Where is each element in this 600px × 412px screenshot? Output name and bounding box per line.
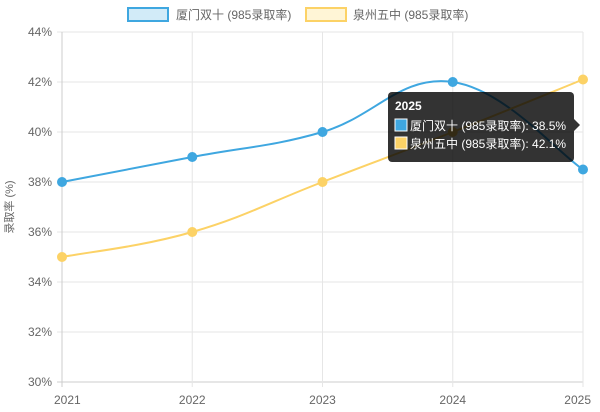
grid: [57, 31, 584, 387]
legend-swatch-0: [127, 7, 169, 22]
tooltip-line-0: 厦门双十 (985录取率): 38.5%: [410, 118, 566, 133]
series-0-point-3: [447, 77, 458, 87]
tooltip-swatch-0: [394, 118, 408, 132]
legend-item-0[interactable]: 厦门双十 (985录取率): [127, 7, 291, 22]
x-tick-label-2: 2023: [309, 393, 336, 407]
x-tick-label-4: 2025: [564, 393, 591, 407]
series-0-point-4: [578, 164, 588, 175]
series-1-point-1: [187, 227, 198, 237]
y-axis: 30% 32% 34% 36% 38% 40% 42% 44%: [28, 25, 52, 389]
tooltip-swatch-1: [394, 136, 408, 150]
series-1-point-2: [317, 177, 328, 187]
y-tick-label-3: 36%: [28, 225, 52, 239]
y-tick-label-7: 44%: [28, 25, 52, 39]
y-tick-label-4: 38%: [28, 175, 52, 189]
tooltip-line-1: 泉州五中 (985录取率): 42.1%: [410, 136, 566, 151]
y-tick-label-1: 32%: [28, 325, 52, 339]
legend-item-1[interactable]: 泉州五中 (985录取率): [305, 7, 468, 22]
series-0-point-1: [187, 152, 198, 162]
x-tick-label-1: 2022: [179, 393, 206, 407]
legend-label-1: 泉州五中 (985录取率): [353, 7, 468, 22]
tooltip-title: 2025: [395, 99, 422, 113]
y-tick-label-5: 40%: [28, 125, 52, 139]
y-tick-label-0: 30%: [28, 375, 52, 389]
tooltip: 2025 厦门双十 (985录取率): 38.5% 泉州五中 (985录取率):…: [388, 92, 580, 162]
series-1-point-0: [57, 252, 67, 262]
tooltip-box: [388, 92, 574, 162]
legend: 厦门双十 (985录取率) 泉州五中 (985录取率): [127, 7, 468, 22]
y-tick-label-6: 42%: [28, 75, 52, 89]
tooltip-caret: [574, 119, 580, 131]
y-tick-label-2: 34%: [28, 275, 52, 289]
series-1-point-4: [578, 74, 588, 85]
x-axis: 2021 2022 2023 2024 2025: [54, 393, 591, 407]
legend-swatch-1: [305, 7, 347, 22]
x-tick-label-3: 2024: [439, 393, 466, 407]
series-0-point-2: [317, 127, 328, 137]
series-0-point-0: [57, 177, 67, 187]
y-axis-title: 录取率 (%): [2, 180, 16, 233]
x-tick-label-0: 2021: [54, 393, 81, 407]
legend-label-0: 厦门双十 (985录取率): [176, 7, 291, 22]
